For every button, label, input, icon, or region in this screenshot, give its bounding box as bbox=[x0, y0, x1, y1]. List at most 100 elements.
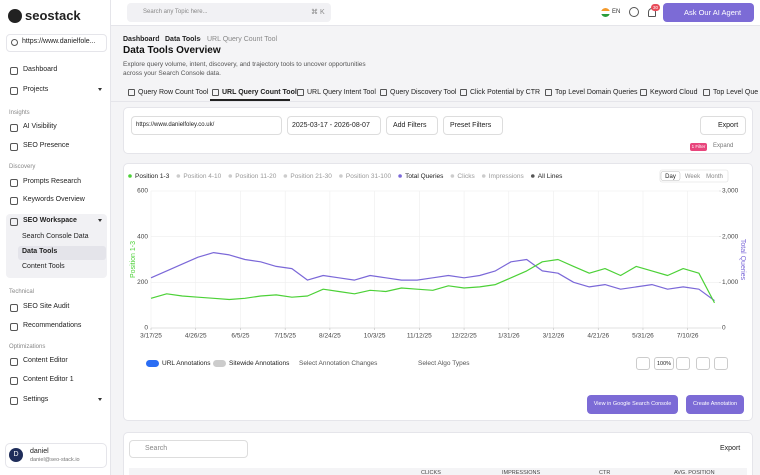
preset-filters[interactable] bbox=[443, 116, 503, 135]
nav-item[interactable]: Recommendations bbox=[23, 322, 82, 329]
tab[interactable]: URL Query Count Tool bbox=[222, 89, 297, 96]
zoom-level[interactable]: 100% bbox=[654, 357, 674, 370]
nav-item[interactable]: SEO Presence bbox=[23, 142, 70, 149]
nav-item[interactable]: SEO Workspace bbox=[23, 217, 77, 224]
create-button[interactable]: Create Annotation bbox=[686, 395, 744, 414]
nav-item[interactable]: Dashboard bbox=[23, 66, 58, 73]
help-icon[interactable] bbox=[629, 7, 639, 17]
nav-icon bbox=[10, 87, 18, 95]
brand-name: seostack bbox=[25, 8, 81, 23]
tab-icon bbox=[460, 89, 467, 96]
table-column[interactable]: IMPRESSIONS bbox=[502, 470, 541, 475]
tab[interactable]: Top Level Que bbox=[713, 89, 759, 96]
nav-item[interactable]: Keywords Overview bbox=[23, 196, 85, 203]
tab[interactable]: Query Row Count Tool bbox=[138, 89, 209, 96]
tab-icon bbox=[380, 89, 387, 96]
brand-logo bbox=[8, 9, 22, 23]
tab[interactable]: Click Potential by CTR bbox=[470, 89, 541, 96]
table-search[interactable] bbox=[129, 440, 248, 458]
nav-caret bbox=[98, 219, 102, 222]
nav-icon bbox=[10, 218, 18, 226]
preset-filters-label: Preset Filters bbox=[450, 122, 492, 129]
select[interactable]: Select Annotation Changes bbox=[299, 360, 378, 367]
table-column[interactable]: CTR bbox=[599, 470, 611, 475]
chart-card bbox=[123, 163, 753, 421]
user-avatar: D bbox=[9, 448, 23, 462]
zoom-button[interactable] bbox=[636, 357, 650, 370]
tab-icon bbox=[545, 89, 552, 96]
table-card bbox=[123, 432, 753, 475]
page-title: Data Tools Overview bbox=[123, 45, 221, 56]
nav-item[interactable]: Settings bbox=[23, 396, 49, 403]
tab[interactable]: Query Discovery Tool bbox=[390, 89, 457, 96]
table-search-label: Search bbox=[145, 445, 168, 452]
tab-icon bbox=[128, 89, 135, 96]
table-column[interactable]: AVG. POSITION bbox=[674, 470, 715, 475]
filter-badge: 1 Filter bbox=[690, 143, 707, 151]
zoom-button[interactable] bbox=[696, 357, 710, 370]
agent-button[interactable] bbox=[663, 3, 754, 22]
gsc-button[interactable]: View in Google Search Console bbox=[587, 395, 678, 414]
add-filters[interactable] bbox=[386, 116, 438, 135]
site-url: https://www.danielfole... bbox=[22, 38, 96, 45]
tab-divider bbox=[111, 101, 760, 102]
date-picker[interactable] bbox=[287, 116, 381, 135]
nav-caret bbox=[98, 88, 102, 91]
tab-icon bbox=[297, 89, 304, 96]
tab-icon bbox=[212, 89, 219, 96]
nav-item[interactable]: Prompts Research bbox=[23, 178, 81, 185]
expand[interactable]: Expand bbox=[713, 143, 734, 149]
nav-section: Technical bbox=[9, 289, 35, 295]
zoom-button[interactable] bbox=[714, 357, 728, 370]
nav-section: Optimizations bbox=[9, 344, 46, 350]
page-description: Explore query volume, intent, discovery,… bbox=[123, 61, 366, 68]
select[interactable]: Select Algo Types bbox=[418, 360, 470, 367]
tab[interactable]: Keyword Cloud bbox=[650, 89, 698, 96]
nav-section: Insights bbox=[9, 110, 30, 116]
nav-item[interactable]: Content Tools bbox=[22, 263, 65, 270]
search-shortcut: ⌘ K bbox=[311, 9, 325, 16]
nav-caret bbox=[98, 398, 102, 401]
add-filters-label: Add Filters bbox=[393, 122, 427, 129]
tab[interactable]: URL Query Intent Tool bbox=[307, 89, 376, 96]
nav-icon bbox=[10, 304, 18, 312]
nav-item[interactable]: SEO Site Audit bbox=[23, 303, 70, 310]
nav-item[interactable]: AI Visibility bbox=[23, 123, 57, 130]
toggle-label: Sitewide Annotations bbox=[229, 360, 290, 367]
url-text: https://www.danielfoley.co.uk/ bbox=[136, 122, 215, 128]
breadcrumb[interactable]: Dashboard bbox=[123, 36, 160, 43]
nav-item[interactable]: Content Editor bbox=[23, 357, 68, 364]
site-selector[interactable] bbox=[6, 34, 107, 52]
breadcrumb: URL Query Count Tool bbox=[207, 36, 278, 43]
nav-icon bbox=[10, 377, 18, 385]
nav-icon bbox=[10, 358, 18, 366]
toggle-off[interactable] bbox=[213, 360, 226, 367]
nav-icon bbox=[10, 197, 18, 205]
export-button[interactable] bbox=[700, 116, 746, 135]
user-email: daniel@seo-stack.io bbox=[30, 457, 80, 463]
url-input[interactable] bbox=[131, 116, 282, 135]
toggle-on[interactable] bbox=[146, 360, 159, 367]
nav-item[interactable]: Search Console Data bbox=[22, 233, 89, 240]
table-column[interactable]: CLICKS bbox=[421, 470, 441, 475]
nav-icon bbox=[10, 67, 18, 75]
breadcrumb[interactable]: Data Tools bbox=[165, 36, 201, 43]
nav-item[interactable]: Data Tools bbox=[22, 248, 58, 255]
site-icon bbox=[11, 39, 18, 46]
search-box[interactable] bbox=[127, 3, 331, 22]
nav-item[interactable]: Content Editor 1 bbox=[23, 376, 74, 383]
nav-icon bbox=[10, 179, 18, 187]
nav-active-bg bbox=[18, 246, 106, 260]
nav-icon bbox=[10, 397, 18, 405]
table-export[interactable]: Export bbox=[720, 445, 741, 452]
date-text: 2025-03-17 - 2026-08-07 bbox=[292, 122, 370, 129]
nav-icon bbox=[10, 124, 18, 132]
zoom-button[interactable] bbox=[676, 357, 690, 370]
nav-icon bbox=[10, 143, 18, 151]
agent-label: Ask Our AI Agent bbox=[684, 8, 742, 17]
page-description: across your Search Console data. bbox=[123, 70, 221, 77]
nav-item[interactable]: Projects bbox=[23, 86, 49, 93]
nav-icon bbox=[10, 323, 18, 331]
tab[interactable]: Top Level Domain Queries bbox=[555, 89, 638, 96]
